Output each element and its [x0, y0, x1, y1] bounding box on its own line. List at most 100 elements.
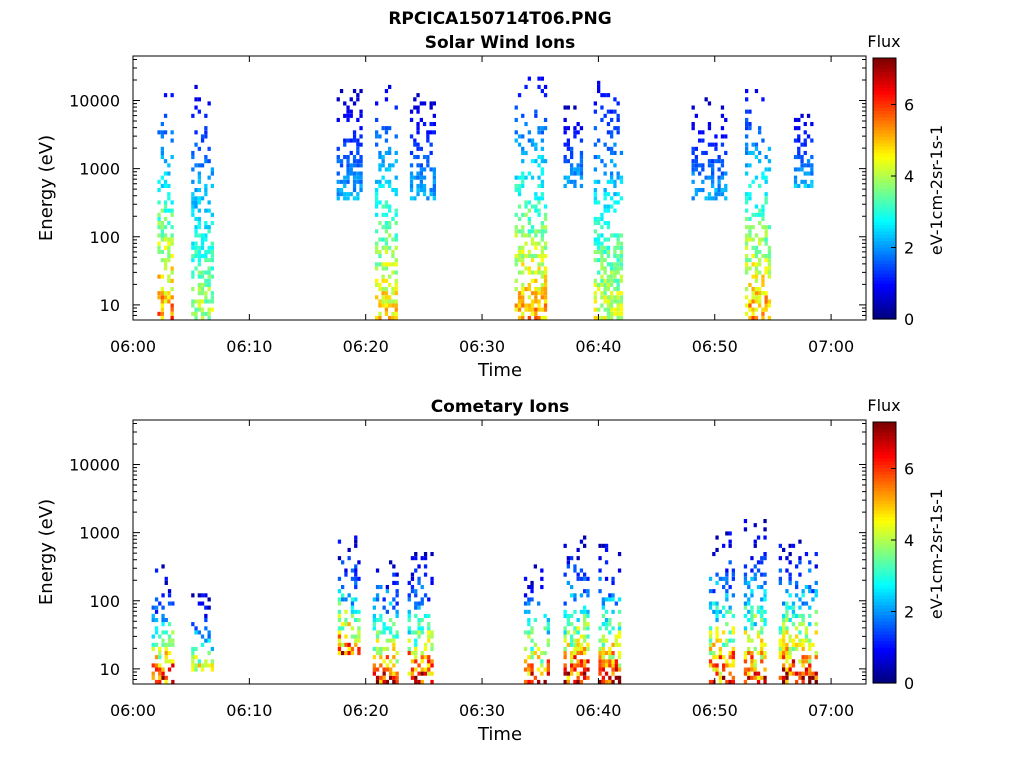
heatmap-cell — [566, 179, 570, 184]
heatmap-cell — [791, 613, 796, 618]
heatmap-cell — [378, 249, 382, 254]
heatmap-cell — [517, 270, 522, 275]
heatmap-cell — [761, 278, 765, 283]
heatmap-cell — [566, 146, 570, 151]
heatmap-cell — [583, 675, 587, 680]
heatmap-cell — [754, 249, 759, 254]
heatmap-cell — [610, 311, 614, 316]
heatmap-cell — [167, 249, 171, 254]
heatmap-cell — [731, 576, 735, 581]
heatmap-cell — [524, 303, 528, 308]
heatmap-cell — [521, 303, 525, 308]
heatmap-cell — [754, 155, 759, 160]
heatmap-cell — [391, 216, 395, 221]
heatmap-cell — [163, 225, 168, 230]
heatmap-cell — [385, 679, 389, 684]
heatmap-cell — [543, 84, 548, 89]
heatmap-cell — [761, 204, 765, 209]
heatmap-cell — [804, 667, 809, 672]
heatmap-cell — [164, 675, 168, 680]
heatmap-cell — [417, 671, 421, 676]
heatmap-cell — [613, 163, 617, 168]
heatmap-cell — [210, 241, 214, 246]
heatmap-cell — [339, 163, 344, 168]
heatmap-cell — [593, 221, 597, 226]
heatmap-cell — [728, 651, 732, 656]
heatmap-cell — [711, 171, 715, 176]
colorbar-segment — [873, 93, 896, 98]
heatmap-cell — [375, 101, 379, 106]
heatmap-cell — [207, 146, 211, 151]
heatmap-cell — [372, 622, 376, 627]
heatmap-cell — [357, 609, 361, 614]
heatmap-cell — [191, 150, 195, 155]
heatmap-cell — [191, 200, 195, 205]
heatmap-cell — [764, 307, 768, 312]
heatmap-cell — [600, 254, 604, 259]
heatmap-cell — [416, 109, 420, 114]
heatmap-cell — [389, 601, 393, 606]
heatmap-cell — [540, 258, 544, 263]
heatmap-cell — [514, 287, 518, 292]
colorbar-segment — [873, 611, 896, 616]
heatmap-cell — [603, 196, 607, 201]
heatmap-cell — [600, 282, 604, 287]
heatmap-cell — [534, 241, 538, 246]
heatmap-cell — [158, 655, 162, 660]
heatmap-cell — [610, 307, 614, 312]
heatmap-cell — [356, 97, 360, 102]
heatmap-cell — [797, 126, 801, 131]
colorbar-segment — [873, 435, 896, 439]
heatmap-cell — [601, 601, 605, 606]
heatmap-cell — [810, 138, 814, 143]
heatmap-cell — [354, 634, 358, 639]
heatmap-cell — [579, 171, 584, 176]
heatmap-cell — [200, 233, 205, 238]
colorbar-segment — [873, 286, 896, 291]
heatmap-cell — [745, 245, 749, 250]
heatmap-cell — [788, 580, 792, 585]
heatmap-cell — [573, 126, 577, 131]
heatmap-cell — [537, 291, 541, 296]
heatmap-cell — [586, 642, 590, 647]
heatmap-cell — [743, 605, 748, 610]
heatmap-cell — [413, 142, 417, 147]
heatmap-cell — [708, 626, 713, 631]
colorbar-segment — [873, 237, 896, 242]
heatmap-cell — [731, 638, 735, 643]
heatmap-cell — [339, 188, 344, 193]
heatmap-cell — [597, 307, 601, 312]
heatmap-cell — [347, 622, 351, 627]
heatmap-cell — [407, 638, 411, 643]
colorbar-segment — [873, 106, 896, 111]
heatmap-cell — [394, 287, 398, 292]
heatmap-cell — [164, 655, 168, 660]
heatmap-cells — [151, 519, 818, 684]
heatmap-cell — [745, 233, 749, 238]
heatmap-cell — [814, 651, 818, 656]
heatmap-cell — [573, 171, 577, 176]
heatmap-cell — [207, 229, 211, 234]
heatmap-cell — [570, 150, 574, 155]
heatmap-cell — [756, 634, 761, 639]
heatmap-cell — [756, 568, 761, 573]
heatmap-cell — [764, 291, 768, 296]
heatmap-cell — [728, 671, 732, 676]
heatmap-cell — [381, 274, 385, 279]
heatmap-cell — [194, 646, 198, 651]
colorbar-segment — [873, 84, 896, 88]
heatmap-cell — [534, 113, 538, 118]
heatmap-cell — [207, 605, 211, 610]
heatmap-cell — [375, 134, 379, 139]
heatmap-cell — [570, 655, 574, 660]
heatmap-cell — [573, 593, 577, 598]
heatmap-cell — [523, 679, 528, 684]
heatmap-cell — [597, 89, 601, 94]
heatmap-cell — [583, 543, 587, 548]
heatmap-cell — [375, 282, 379, 287]
heatmap-cell — [352, 196, 357, 201]
heatmap-cell — [537, 208, 541, 213]
heatmap-cell — [606, 249, 611, 254]
heatmap-cell — [161, 564, 165, 569]
heatmap-cell — [606, 307, 611, 312]
